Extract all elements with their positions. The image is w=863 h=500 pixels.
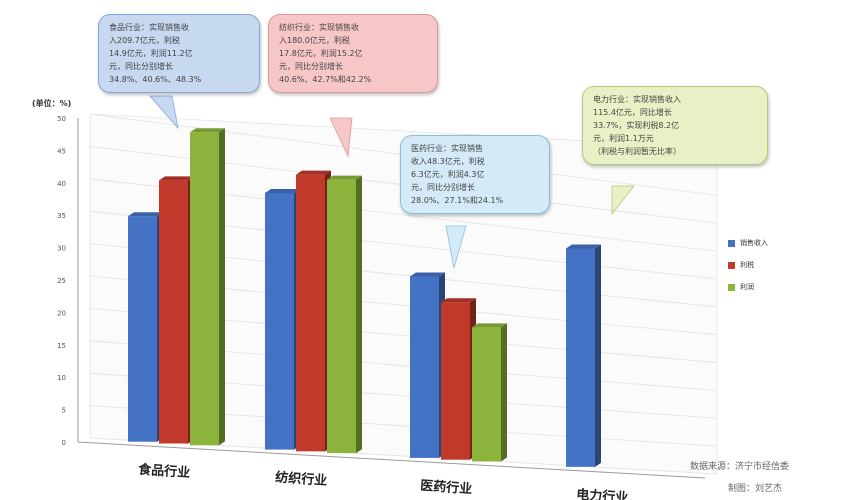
- y-tick-label: 35: [57, 212, 66, 220]
- callout-medicine: 医药行业：实现销售 收入48.3亿元，利税 6.3亿元，利润4.3亿 元，同比分别增长…: [400, 135, 550, 214]
- legend-label: 销售收入: [740, 239, 768, 247]
- bar: [190, 128, 225, 446]
- callout-line: 115.4亿元，同比增长: [593, 108, 672, 117]
- bar-top: [296, 170, 331, 175]
- data-source: 数据来源：济宁市经信委 制图：刘艺杰: [690, 456, 789, 500]
- callout-line: 元，同比分别增长: [279, 62, 343, 71]
- bar-front: [265, 192, 294, 450]
- category-labels: 食品行业 纺织行业 医药行业 电力行业: [138, 461, 629, 500]
- category-label: 电力行业: [576, 487, 629, 500]
- callout-line: 34.8%、40.6%、48.3%: [109, 75, 202, 84]
- legend: 销售收入 利税 利润: [728, 232, 768, 298]
- bar-front: [128, 216, 157, 442]
- bar-front: [190, 132, 219, 446]
- bar-top: [327, 175, 362, 180]
- bar: [566, 244, 601, 467]
- bar-top: [159, 176, 194, 181]
- legend-item: 利润: [728, 276, 768, 298]
- bar-top: [566, 244, 601, 249]
- bar-top: [190, 128, 225, 133]
- legend-label: 利润: [740, 283, 754, 291]
- y-tick-label: 10: [57, 374, 66, 382]
- callout-food: 食品行业：实现销售收 入209.7亿元，利税 14.9亿元，利润11.2亿 元，同比分…: [98, 14, 260, 93]
- legend-swatch: [728, 239, 735, 247]
- bar-side: [356, 175, 362, 454]
- x-axis: [77, 441, 706, 479]
- bar: [472, 323, 507, 462]
- callout-textile: 纺织行业：实现销售收 入180.0亿元，利税 17.8亿元，利润15.2亿 元，同比分…: [268, 14, 438, 93]
- bar-front: [410, 276, 439, 458]
- y-tick-label: 40: [57, 180, 66, 188]
- y-tick-label: 25: [57, 277, 66, 285]
- y-tick-label: 0: [62, 439, 66, 447]
- bar-front: [327, 179, 356, 454]
- callout-line: 收入48.3亿元，利税: [411, 157, 485, 166]
- legend-label: 利税: [740, 261, 754, 269]
- bar-front: [566, 248, 595, 467]
- bar-front: [441, 302, 470, 460]
- y-tick-label: 15: [57, 342, 66, 350]
- callout-line: 17.8亿元，利润15.2亿: [279, 49, 363, 58]
- callout-line: 元，同比分别增长: [411, 183, 475, 192]
- callout-line: 14.9亿元，利润11.2亿: [109, 49, 193, 58]
- bar-front: [159, 180, 188, 444]
- legend-swatch: [728, 261, 735, 269]
- category-label: 纺织行业: [275, 469, 328, 489]
- bar-side: [219, 128, 225, 446]
- author-line: 制图：刘艺杰: [728, 484, 783, 494]
- callout-line: 纺织行业：实现销售收: [279, 23, 359, 32]
- category-label: 医药行业: [420, 478, 473, 498]
- legend-item: 销售收入: [728, 232, 768, 254]
- y-tick-label: 5: [62, 407, 66, 415]
- unit-label: (单位：%): [32, 98, 71, 108]
- bar: [128, 212, 163, 442]
- bar: [159, 176, 194, 444]
- source-line: 数据来源：济宁市经信委: [690, 462, 790, 472]
- bar-front: [472, 327, 501, 462]
- bar: [296, 170, 331, 452]
- callout-line: （利税与利润暂无比率）: [593, 147, 681, 156]
- callout-tail: [149, 95, 179, 130]
- callout-line: 28.0%、27.1%和24.1%: [411, 196, 504, 205]
- callout-tails: [149, 95, 635, 269]
- callout-power: 电力行业：实现销售收入 115.4亿元，同比增长 33.7%，实现利税8.2亿 元，利…: [582, 86, 768, 165]
- callout-line: 33.7%，实现利税8.2亿: [593, 121, 680, 130]
- callout-line: 入209.7亿元，利税: [109, 36, 180, 45]
- bar-top: [472, 323, 507, 328]
- callout-tail: [611, 185, 635, 216]
- bar: [327, 175, 362, 454]
- bar-top: [128, 212, 163, 217]
- y-tick-label: 45: [57, 147, 66, 155]
- y-tick-label: 30: [57, 245, 66, 253]
- callout-line: 入180.0亿元，利税: [279, 36, 350, 45]
- callout-line: 6.3亿元，利润4.3亿: [411, 170, 485, 179]
- legend-swatch: [728, 283, 735, 291]
- callout-tail: [445, 225, 467, 269]
- legend-item: 利税: [728, 254, 768, 276]
- callout-line: 电力行业：实现销售收入: [593, 95, 681, 104]
- bar-top: [265, 188, 300, 193]
- callout-line: 医药行业：实现销售: [411, 144, 483, 153]
- bar-front: [296, 174, 325, 452]
- callout-tail: [329, 117, 353, 158]
- category-label: 食品行业: [138, 461, 191, 481]
- bars: [128, 128, 601, 467]
- callout-line: 40.6%、42.7%和42.2%: [279, 75, 372, 84]
- bar: [265, 188, 300, 450]
- callout-line: 元，利润1.1万元: [593, 134, 654, 143]
- bar: [410, 272, 445, 458]
- callout-line: 元，同比分别增长: [109, 62, 173, 71]
- y-tick-label: 20: [57, 309, 66, 317]
- bar-side: [501, 323, 507, 462]
- bar-top: [410, 272, 445, 277]
- y-tick-label: 50: [57, 115, 66, 123]
- bar: [441, 298, 476, 460]
- tick-labels: 0 5 10 15 20 25 30 35 40 45 50: [57, 115, 66, 447]
- axes: [77, 118, 706, 479]
- callout-line: 食品行业：实现销售收: [109, 23, 189, 32]
- bar-side: [595, 244, 601, 467]
- bar-top: [441, 298, 476, 303]
